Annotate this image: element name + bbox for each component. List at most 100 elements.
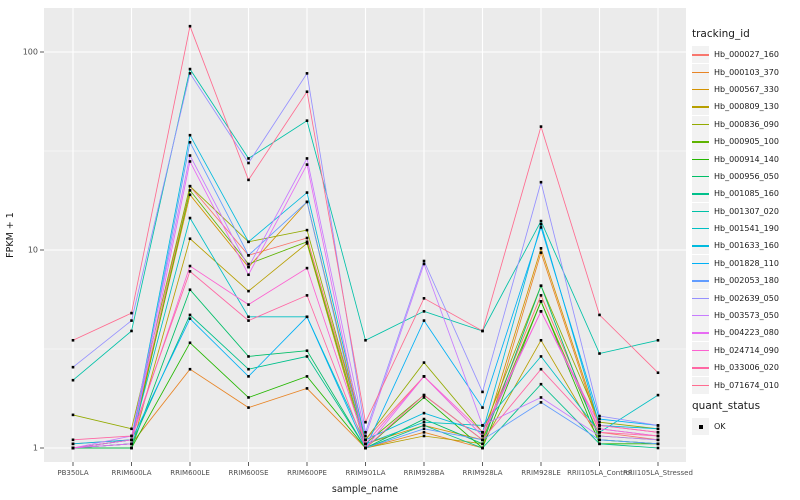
data-point (598, 414, 601, 418)
data-point (247, 396, 250, 399)
legend-key-Hb_024714_090 (692, 341, 709, 359)
legend-item-Hb_071674_010: Hb_071674_010 (692, 376, 800, 394)
y-tick-label: 100 (23, 48, 38, 57)
data-point (188, 133, 192, 137)
data-point (656, 431, 660, 434)
color-swatch-icon (692, 158, 709, 160)
axis-tick-labels: 1 10 100 PB350LA RRIM600LA RRIM600LE RRIM600SE… (23, 48, 693, 477)
data-point (656, 338, 660, 342)
y-axis-title: FPKM + 1 (5, 212, 16, 258)
ok-square-marker-icon (698, 424, 703, 429)
data-point (539, 226, 543, 229)
legend-key-Hb_001633_160 (692, 237, 709, 255)
legend-label: Hb_002639_050 (714, 293, 779, 303)
data-point (656, 371, 660, 375)
legend-label: Hb_002053_180 (714, 276, 779, 286)
data-point (539, 222, 543, 226)
data-point (481, 390, 484, 394)
data-point (422, 420, 426, 424)
data-point (481, 442, 484, 446)
data-point (247, 240, 250, 244)
data-point (130, 329, 133, 333)
x-axis-title: sample_name (332, 484, 398, 495)
legend-item-Hb_001307_020: Hb_001307_020 (692, 202, 800, 220)
data-point (71, 438, 75, 442)
data-point (247, 315, 250, 319)
data-point (188, 67, 192, 71)
data-point (305, 228, 309, 232)
data-point (539, 310, 543, 313)
legend-item-Hb_000956_050: Hb_000956_050 (692, 167, 800, 185)
data-point (71, 378, 75, 382)
data-point (247, 303, 250, 306)
data-point (188, 264, 192, 268)
data-point (598, 442, 601, 446)
x-tick-label: RRIM928BA (404, 469, 445, 477)
legend-item-Hb_001828_110: Hb_001828_110 (692, 254, 800, 272)
color-swatch-icon (692, 245, 709, 247)
data-point (539, 125, 543, 128)
color-swatch-icon (692, 280, 709, 282)
data-point (539, 401, 543, 404)
quant-ok-key (692, 418, 709, 435)
data-point (247, 319, 250, 322)
color-swatch-icon (692, 175, 709, 178)
data-point (247, 157, 250, 160)
data-point (598, 352, 601, 355)
legend-item-Hb_000027_160: Hb_000027_160 (692, 46, 800, 64)
data-point (422, 393, 426, 397)
data-point (247, 161, 250, 165)
color-swatch-icon (692, 262, 709, 265)
color-swatch-icon (692, 54, 709, 56)
legend-label: Hb_000905_100 (714, 137, 779, 147)
data-point (188, 216, 192, 220)
data-point (305, 266, 309, 270)
color-swatch-icon (692, 367, 709, 369)
data-point (539, 219, 543, 223)
legend-label: Hb_033006_020 (714, 363, 779, 373)
data-point (539, 355, 543, 358)
data-point (305, 157, 309, 160)
color-swatch-icon (692, 141, 709, 143)
data-point (656, 446, 660, 450)
data-point (130, 311, 133, 315)
data-point (188, 140, 192, 144)
legend-item-Hb_001085_160: Hb_001085_160 (692, 185, 800, 203)
data-point (130, 427, 133, 431)
legend-label: Hb_000836_090 (714, 119, 779, 129)
legend-item-Hb_000809_130: Hb_000809_130 (692, 98, 800, 116)
legend-label: Hb_001633_160 (714, 241, 779, 251)
legend-key-Hb_001828_110 (692, 254, 709, 272)
data-point (188, 184, 192, 188)
legend-key-Hb_001085_160 (692, 185, 709, 203)
data-point (422, 424, 426, 427)
data-point (656, 393, 660, 397)
color-swatch-icon (692, 315, 709, 317)
data-point (539, 294, 543, 297)
legend-item-Hb_000836_090: Hb_000836_090 (692, 115, 800, 133)
data-point (305, 191, 309, 194)
x-tick-label: RRIM600LE (170, 469, 210, 477)
data-point (422, 262, 426, 266)
data-point (481, 438, 484, 442)
x-tick-label: RRIM928LE (521, 469, 561, 477)
data-point (481, 424, 484, 427)
data-point (598, 438, 601, 442)
data-point (656, 442, 660, 446)
legend-item-quant-ok: OK (692, 418, 726, 435)
data-point (364, 338, 367, 342)
data-point (422, 431, 426, 434)
x-tick-label: RRII105LA_Control (567, 469, 632, 477)
data-point (481, 431, 484, 434)
legend-label: Hb_000914_140 (714, 154, 779, 164)
data-point (188, 193, 192, 197)
data-point (305, 90, 309, 94)
data-point (71, 365, 75, 369)
color-swatch-icon (692, 349, 709, 352)
data-point (247, 375, 250, 378)
data-point (305, 349, 309, 353)
legend-key-Hb_033006_020 (692, 359, 709, 377)
legend-key-Hb_000956_050 (692, 167, 709, 185)
data-point (539, 246, 543, 250)
